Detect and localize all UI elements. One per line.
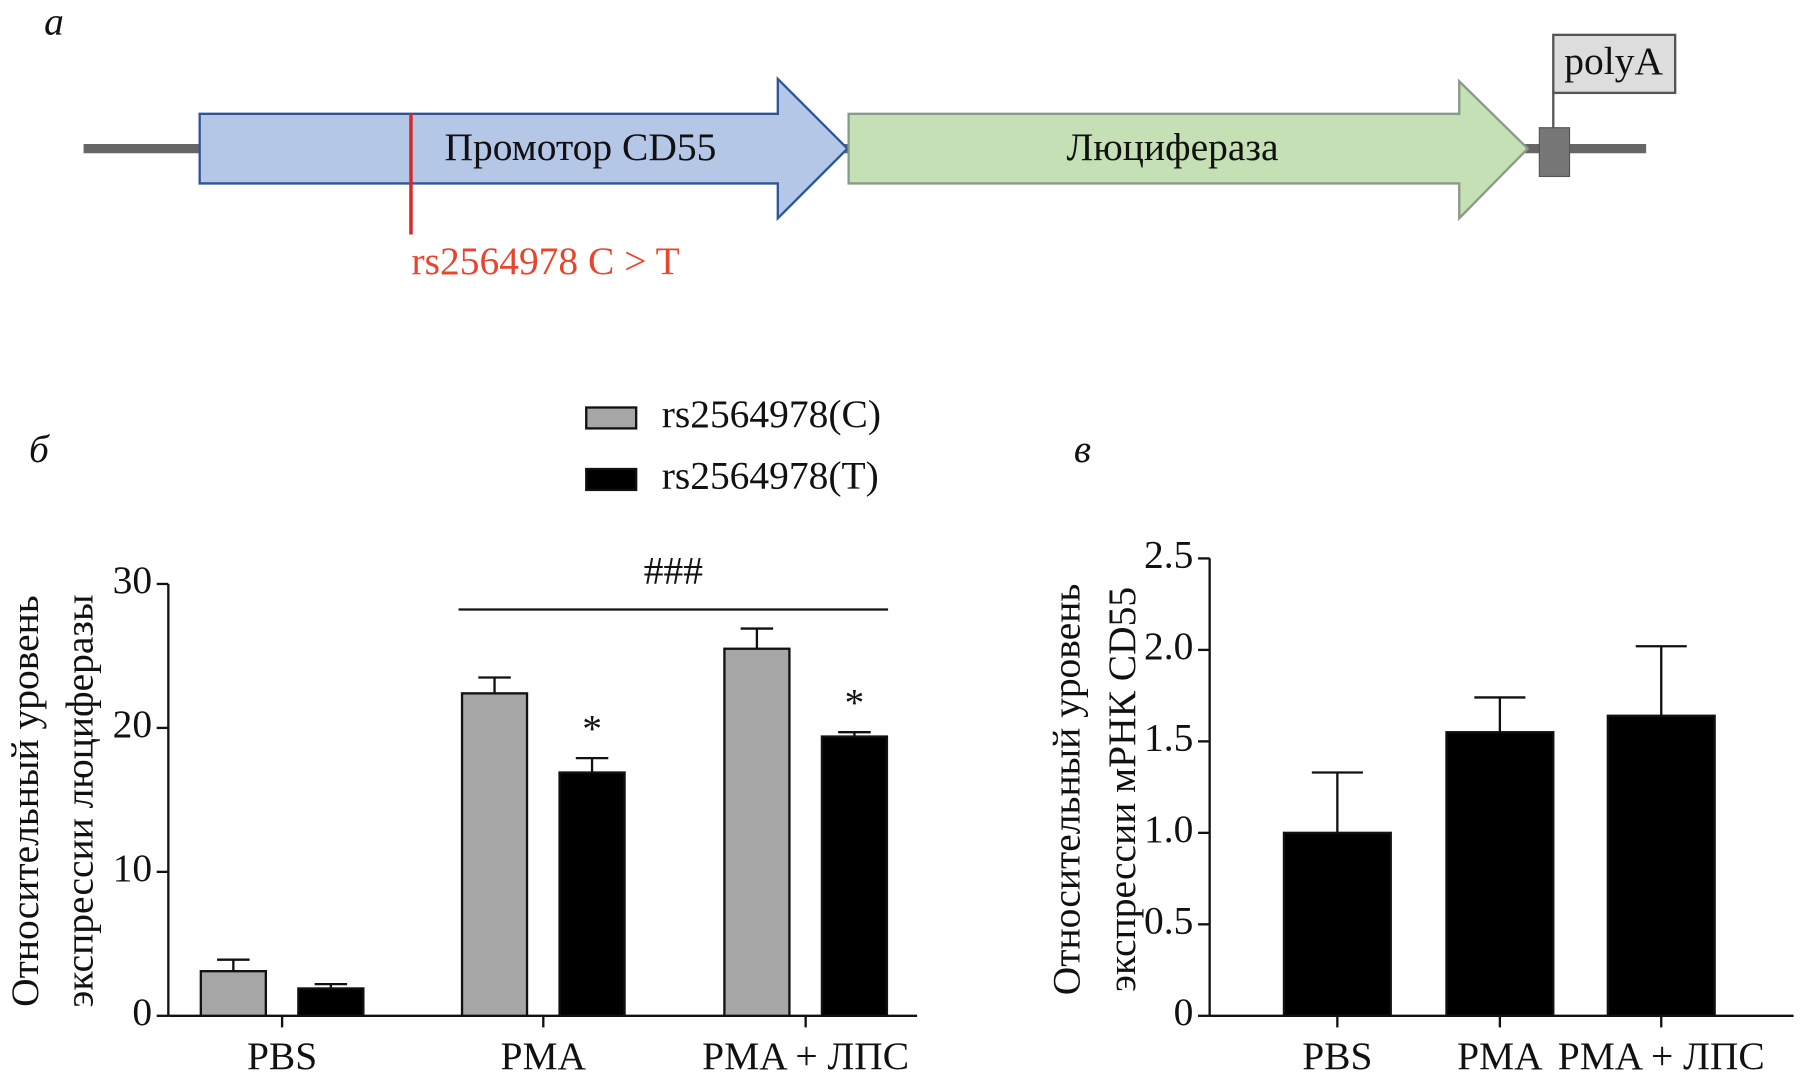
significance-marker: * <box>845 681 865 725</box>
y-axis-label: экспрессии люциферазы <box>58 595 102 1008</box>
bar <box>723 647 791 1017</box>
x-tick-label: PMA + ЛПС <box>702 1034 909 1078</box>
y-tick-label: 0.5 <box>1144 898 1193 942</box>
bar <box>558 771 626 1017</box>
polya-box <box>1552 33 1677 95</box>
y-tick-label: 30 <box>113 558 152 602</box>
x-tick-label: PMA <box>1457 1034 1543 1078</box>
y-tick-label: 10 <box>113 846 152 890</box>
panel-label: б <box>29 427 50 471</box>
panel-label: в <box>1074 427 1091 471</box>
legend-swatch <box>585 467 638 492</box>
x-tick-label: PBS <box>247 1034 317 1078</box>
bar <box>1445 731 1555 1017</box>
bar <box>297 987 365 1017</box>
legend-swatch <box>585 406 638 430</box>
y-tick-label: 2.0 <box>1144 624 1193 668</box>
promoter-arrow <box>198 76 850 222</box>
promoter-label: Промотор CD55 <box>445 125 717 169</box>
y-tick-label: 0 <box>1174 990 1194 1034</box>
y-axis-label: Относительный уровень <box>3 595 47 1007</box>
reporter-label: Люцифераза <box>1067 125 1279 169</box>
y-tick-label: 1.5 <box>1144 715 1193 759</box>
significance-marker: * <box>582 707 602 751</box>
y-tick-label: 2.5 <box>1144 532 1193 576</box>
bar <box>820 735 889 1017</box>
legend-label: rs2564978(T) <box>662 454 879 498</box>
bar <box>199 970 268 1017</box>
bar <box>1606 714 1716 1017</box>
bracket-label: ### <box>644 549 703 593</box>
y-axis-label: Относительный уровень <box>1044 584 1088 996</box>
bar <box>1282 831 1392 1017</box>
x-tick-label: PBS <box>1302 1034 1372 1078</box>
polya-label: polyA <box>1564 39 1663 83</box>
x-tick-label: PMA + ЛПС <box>1558 1034 1765 1078</box>
y-axis-label: экспрессии мРНК CD55 <box>1100 587 1144 992</box>
bar <box>460 692 529 1017</box>
y-tick-label: 1.0 <box>1144 807 1193 851</box>
panel-label: а <box>44 0 64 44</box>
y-tick-label: 20 <box>113 702 152 746</box>
reporter-arrow <box>847 78 1530 222</box>
y-tick-label: 0 <box>132 990 152 1034</box>
x-tick-label: PMA <box>501 1034 587 1078</box>
polya-site <box>1538 127 1571 178</box>
snp-label: rs2564978 C > T <box>412 239 680 283</box>
legend-label: rs2564978(C) <box>662 392 881 436</box>
